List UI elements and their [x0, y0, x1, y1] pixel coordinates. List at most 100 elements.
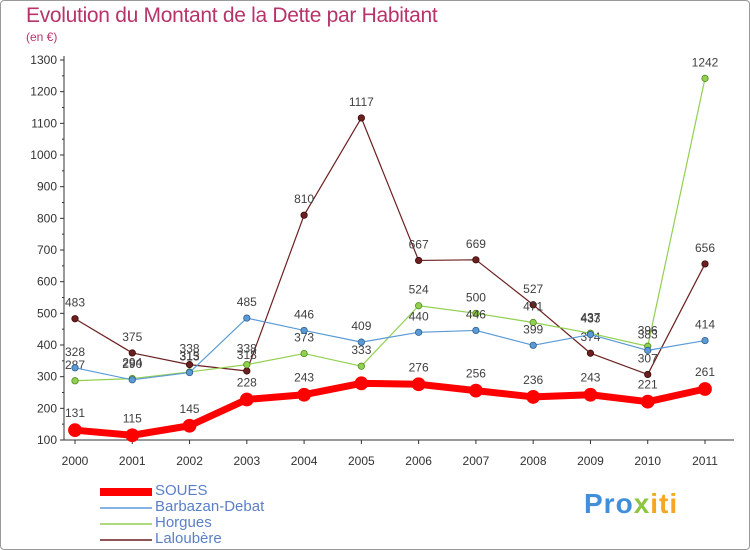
brand-logo: Proxiti [584, 488, 678, 520]
y-tick-label: 600 [37, 275, 57, 289]
x-tick-label: 2002 [176, 454, 203, 468]
data-point [701, 74, 709, 82]
data-point [415, 328, 423, 336]
legend-label-barbazan: Barbazan-Debat [155, 498, 265, 515]
data-label: 500 [466, 290, 486, 304]
data-label: 433 [580, 312, 600, 326]
x-tick-label: 2008 [520, 454, 547, 468]
data-point [300, 211, 308, 219]
data-label: 471 [523, 300, 543, 314]
legend-swatch-horgues [100, 523, 152, 525]
x-tick-label: 2010 [634, 454, 661, 468]
x-tick-label: 2005 [348, 454, 375, 468]
data-label: 485 [237, 295, 257, 309]
data-label: 115 [123, 411, 142, 425]
x-tick-label: 2007 [463, 454, 490, 468]
y-tick-label: 1000 [30, 148, 57, 162]
data-point [472, 326, 480, 335]
legend-label-soues: SOUES [155, 482, 208, 499]
data-point [243, 361, 251, 369]
data-point [71, 315, 79, 323]
data-label: 333 [351, 343, 371, 357]
data-label: 524 [409, 283, 429, 297]
data-point [586, 349, 595, 357]
data-label: 243 [294, 371, 314, 385]
data-label: 1242 [692, 55, 719, 69]
data-point [640, 394, 655, 409]
legend-label-laloubere: Laloubère [155, 530, 222, 547]
data-point [239, 392, 254, 407]
data-point [586, 330, 595, 339]
data-label: 243 [580, 371, 600, 385]
legend-swatch-barbazan [100, 507, 152, 509]
chart-subtitle: (en €) [26, 30, 58, 44]
data-point [583, 387, 598, 402]
y-tick-label: 300 [37, 370, 57, 384]
y-tick-label: 1100 [31, 116, 57, 130]
data-point [357, 338, 365, 346]
data-label: 527 [523, 282, 543, 296]
data-label: 667 [409, 237, 429, 251]
x-tick-label: 2003 [233, 454, 260, 468]
data-point [644, 346, 652, 354]
data-point [526, 390, 541, 404]
x-tick-label: 2001 [119, 454, 146, 468]
data-point [411, 377, 426, 392]
data-label: 810 [294, 192, 314, 206]
data-point [300, 349, 308, 358]
data-point [357, 362, 365, 370]
y-tick-label: 700 [37, 243, 57, 257]
series-line-2 [74, 78, 706, 382]
y-tick-label: 1300 [30, 53, 57, 67]
data-point [529, 318, 537, 327]
data-point [297, 387, 311, 402]
data-label: 307 [638, 351, 658, 365]
data-point [701, 336, 709, 345]
data-point [354, 376, 369, 391]
data-point [128, 376, 136, 384]
data-label: 256 [466, 367, 486, 381]
data-label: 236 [523, 373, 543, 387]
data-label: 338 [237, 342, 257, 356]
data-point [128, 349, 136, 357]
data-label: 446 [294, 307, 314, 321]
y-tick-label: 900 [37, 180, 57, 194]
data-point [357, 114, 365, 122]
data-label: 375 [122, 330, 142, 344]
data-point [182, 418, 197, 433]
data-point [698, 382, 712, 396]
y-tick-label: 1200 [30, 85, 57, 99]
data-point [185, 361, 194, 369]
brand-part-2: x [633, 488, 651, 519]
data-label: 313 [180, 350, 200, 364]
data-point [243, 367, 251, 375]
series-line-0 [74, 379, 706, 439]
x-tick-label: 2004 [291, 454, 318, 468]
y-tick-label: 100 [37, 433, 57, 447]
y-tick-label: 800 [37, 211, 57, 225]
series-line-1 [74, 317, 706, 381]
data-point [415, 256, 423, 265]
data-label: 446 [466, 307, 486, 321]
brand-part-3: iti [650, 488, 679, 519]
y-tick-label: 200 [37, 401, 57, 415]
data-label: 221 [638, 378, 658, 392]
data-point [68, 423, 82, 438]
data-label: 656 [695, 241, 715, 255]
data-label: 399 [523, 322, 543, 336]
x-tick-label: 2000 [62, 454, 89, 468]
data-point [243, 314, 251, 322]
data-label: 328 [65, 345, 85, 359]
data-label: 294 [122, 356, 142, 370]
data-point [125, 428, 140, 443]
series-line-3 [74, 117, 706, 376]
data-label: 290 [122, 357, 142, 371]
data-label: 669 [466, 237, 486, 251]
data-point [529, 301, 537, 309]
data-label: 228 [237, 375, 257, 389]
legend-swatch-soues [100, 488, 152, 496]
data-label: 440 [409, 309, 429, 323]
chart-title: Evolution du Montant de la Dette par Hab… [26, 4, 438, 27]
